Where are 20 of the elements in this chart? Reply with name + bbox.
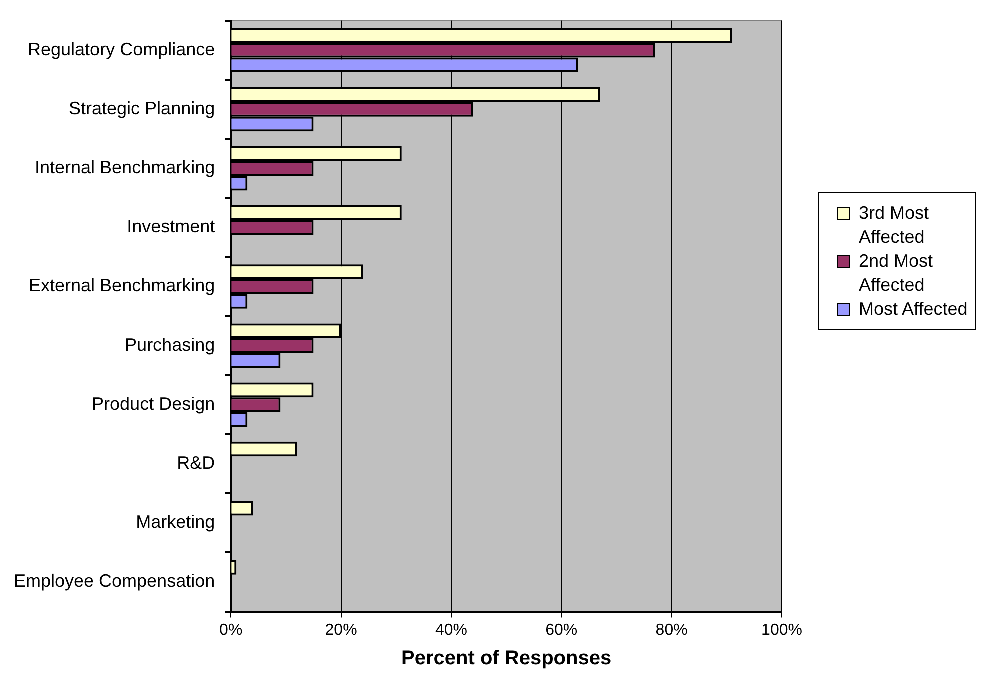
y-tick-label: R&D [177,453,216,474]
y-tick-label: Internal Benchmarking [35,158,216,178]
x-tick-label: 40% [435,622,468,639]
x-tick-label: 60% [546,622,578,639]
y-tick-label: Product Design [92,394,216,414]
x-axis-title: Percent of Responses [402,648,612,670]
legend-label: 2nd Most Affected [859,251,934,295]
y-tick-label: Strategic Planning [69,98,216,118]
legend-label: 3rd Most Affected [859,203,930,247]
y-tick-label: Regulatory Compliance [28,39,216,60]
y-tick-label: Marketing [136,512,216,532]
x-tick-label: 100% [762,622,802,639]
y-tick-label: External Benchmarking [29,276,216,296]
legend-label: Most Affected [859,299,968,319]
x-tick-label: 20% [325,622,358,639]
y-tick-label: Purchasing [125,334,216,355]
y-tick-label: Employee Compensation [14,571,216,592]
x-tick-label: 0% [220,622,243,639]
y-tick-label: Investment [127,216,216,237]
x-tick-label: 80% [656,622,688,639]
